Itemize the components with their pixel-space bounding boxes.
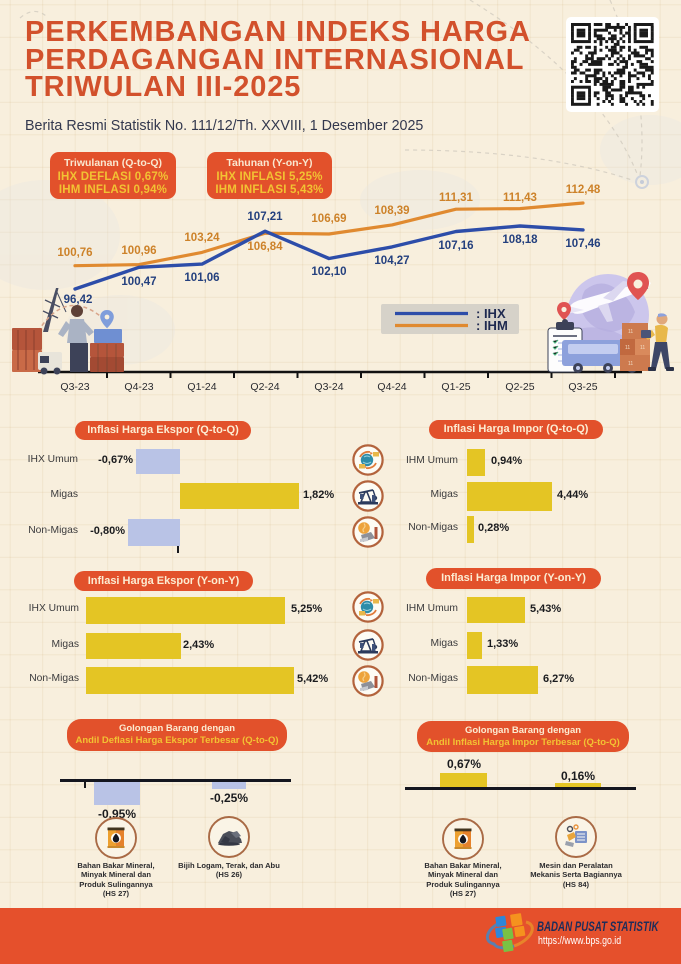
- svg-text:107,21: 107,21: [247, 211, 283, 223]
- svg-text:101,06: 101,06: [184, 272, 219, 284]
- svg-text:103,24: 103,24: [184, 232, 220, 244]
- svg-text:107,46: 107,46: [565, 238, 600, 250]
- svg-text:: IHM: : IHM: [476, 318, 508, 333]
- svg-text:11: 11: [640, 345, 645, 351]
- svg-text:Q4-23: Q4-23: [124, 381, 153, 393]
- svg-text:112,48: 112,48: [566, 184, 601, 196]
- svg-text:100,47: 100,47: [121, 276, 156, 288]
- svg-text:Q3-23: Q3-23: [60, 381, 89, 393]
- svg-text:11: 11: [628, 361, 633, 367]
- svg-text:Q4-24: Q4-24: [377, 381, 406, 393]
- svg-text:11: 11: [625, 345, 630, 351]
- svg-text:Q2-24: Q2-24: [250, 381, 279, 393]
- svg-text:106,84: 106,84: [247, 241, 283, 253]
- svg-text:111,31: 111,31: [439, 192, 474, 204]
- svg-text:107,16: 107,16: [438, 240, 473, 252]
- svg-text:Q3-25: Q3-25: [568, 381, 597, 393]
- svg-text:108,39: 108,39: [374, 205, 409, 217]
- svg-text:111,43: 111,43: [503, 192, 537, 204]
- svg-text:104,27: 104,27: [374, 255, 409, 267]
- svg-text:Q3-24: Q3-24: [314, 381, 343, 393]
- svg-text:: IHX: : IHX: [476, 306, 506, 321]
- svg-text:100,96: 100,96: [121, 245, 156, 257]
- svg-text:102,10: 102,10: [311, 266, 346, 278]
- svg-text:106,69: 106,69: [311, 213, 346, 225]
- svg-text:100,76: 100,76: [57, 247, 92, 259]
- svg-text:96,42: 96,42: [64, 294, 93, 306]
- svg-text:108,18: 108,18: [502, 234, 538, 246]
- svg-text:Q2-25: Q2-25: [505, 381, 534, 393]
- svg-text:Q1-25: Q1-25: [441, 381, 470, 393]
- svg-text:11: 11: [628, 329, 633, 335]
- svg-text:Q1-24: Q1-24: [187, 381, 216, 393]
